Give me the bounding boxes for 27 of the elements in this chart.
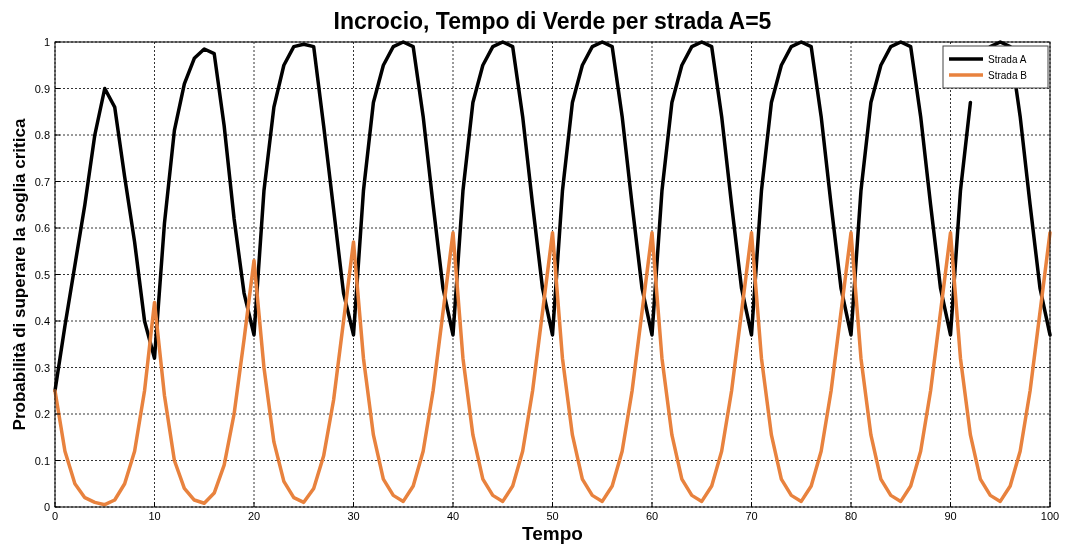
y-tick-label: 0.6 [34, 222, 50, 234]
y-tick-label: 0.8 [34, 129, 50, 141]
y-tick-label: 0.4 [34, 315, 50, 327]
x-tick-label: 30 [347, 510, 360, 522]
legend-label: Strada B [988, 70, 1028, 81]
x-axis-title: Tempo [522, 523, 583, 544]
y-tick-label: 0 [43, 501, 50, 513]
x-tick-label: 80 [844, 510, 858, 522]
x-tick-label: 40 [446, 510, 460, 522]
y-tick-label: 0.3 [34, 361, 50, 374]
x-tick-label: 20 [247, 510, 261, 522]
y-tick-label: 0.1 [34, 454, 50, 467]
y-tick-label: 0.7 [34, 175, 50, 188]
x-tick-label: 90 [944, 510, 957, 522]
y-tick-label: 1 [43, 36, 50, 48]
x-tick-label: 10 [148, 510, 161, 522]
chart-title: Incrocio, Tempo di Verde per strada A=5 [333, 8, 772, 34]
x-tick-label: 60 [645, 510, 659, 522]
y-tick-label: 0.9 [34, 82, 50, 95]
y-axis-title: Probabilità di superare la soglia critica [10, 118, 29, 431]
x-tick-label: 50 [546, 510, 559, 522]
x-tick-label: 70 [745, 510, 758, 522]
x-tick-label: 0 [51, 510, 59, 522]
y-tick-label: 0.5 [34, 268, 50, 281]
y-tick-label: 0.2 [34, 408, 50, 420]
x-tick-label: 100 [1040, 510, 1060, 522]
legend-label: Strada A [988, 54, 1027, 65]
